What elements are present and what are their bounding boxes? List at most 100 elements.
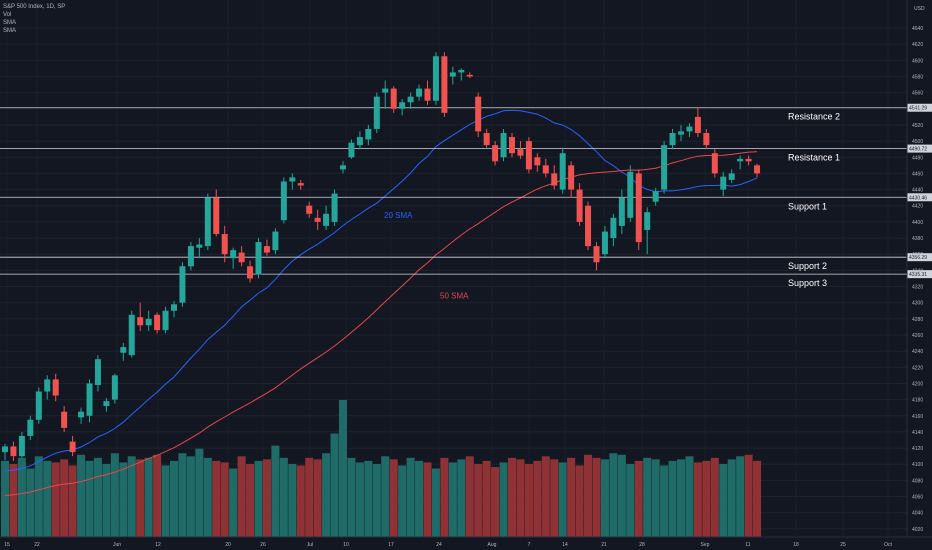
price-tick-label: 4320 — [912, 285, 923, 291]
volume-bar — [415, 460, 424, 537]
volume-bar — [693, 462, 702, 537]
candle-body — [213, 197, 220, 234]
time-tick-label: 26 — [260, 542, 266, 548]
candle-body — [382, 88, 389, 93]
volume-bar — [482, 460, 491, 537]
volume-bar — [364, 460, 373, 537]
candle-body — [694, 116, 701, 134]
price-tick-label: 4360 — [912, 252, 923, 258]
price-tick-label: 4020 — [912, 527, 923, 533]
candle-body — [306, 205, 313, 214]
volume-bar — [744, 454, 753, 537]
candle-body — [340, 165, 346, 170]
volume-bar — [685, 456, 694, 537]
candle-body — [517, 149, 524, 156]
legend-volume[interactable]: Vol — [3, 12, 12, 18]
volume-bar — [617, 454, 626, 537]
sma-label: 20 SMA — [384, 211, 413, 220]
volume-bar — [17, 457, 26, 537]
volume-bar — [533, 460, 542, 537]
volume-bar — [558, 462, 567, 537]
legend-sma-1[interactable]: SMA — [3, 20, 17, 26]
legend-title[interactable]: S&P 500 Index, 1D, SP — [3, 4, 66, 10]
volume-bar — [119, 462, 128, 537]
candle-body — [416, 88, 423, 97]
time-tick-label: Jul — [307, 542, 313, 548]
time-tick-label: 11 — [745, 542, 750, 548]
price-tick-label: 4180 — [912, 398, 923, 404]
volume-bar — [288, 463, 297, 537]
chart-legend: S&P 500 Index, 1D, SP Vol SMA SMA — [3, 3, 65, 35]
candle-body — [365, 128, 372, 140]
volume-bar — [229, 468, 238, 537]
volume-bar — [153, 454, 162, 537]
candle-body — [154, 314, 161, 331]
volume-bar — [169, 460, 179, 537]
candle-body — [137, 317, 144, 326]
price-tick-label: 4200 — [912, 381, 923, 387]
time-tick-label: 14 — [562, 542, 568, 548]
volume-bar — [448, 462, 457, 537]
sma-50-line — [4, 151, 758, 496]
level-price-tag — [907, 193, 932, 202]
candle-body — [128, 314, 135, 356]
volume-bar — [643, 457, 652, 537]
sma-label: 50 SMA — [440, 292, 469, 301]
time-tick-label: 22 — [34, 542, 40, 548]
price-tick-label: 4460 — [912, 171, 923, 177]
volume-bar — [406, 457, 415, 537]
level-label: Resistance 1 — [788, 153, 840, 163]
price-tick-label: 4040 — [912, 511, 923, 517]
candle-body — [466, 74, 473, 77]
time-tick-label: 20 — [225, 542, 231, 548]
volume-bar — [524, 463, 533, 537]
candle-body — [35, 391, 42, 420]
candle-body — [449, 72, 456, 77]
volume-bar — [60, 459, 69, 537]
volume-bar — [651, 459, 660, 537]
volume-bar — [110, 453, 119, 537]
level-price-tag — [907, 270, 932, 279]
volume-bar — [102, 463, 111, 537]
price-tick-label: 4400 — [912, 220, 923, 226]
candle-body — [483, 133, 490, 146]
candle-body — [314, 217, 321, 222]
candle-body — [669, 133, 676, 146]
volume-bar — [465, 456, 474, 537]
price-tick-label: 4380 — [912, 236, 923, 242]
candle-body — [610, 217, 617, 239]
candle-body — [179, 266, 186, 303]
candle-body — [568, 165, 575, 190]
candle-body — [585, 205, 592, 247]
candle-body — [103, 401, 110, 407]
candle-body — [458, 70, 465, 73]
time-tick-label: 21 — [601, 542, 607, 548]
price-tick-label: 4480 — [912, 155, 923, 161]
volume-bar — [195, 448, 204, 537]
volume-bar — [322, 453, 331, 537]
candle-body — [187, 246, 194, 267]
level-price-tag-text: 4541.29 — [909, 106, 927, 112]
time-axis[interactable]: 15 22 Jun 12 20 26 Jul 10 17 24 Aug 7 14 21 28 Sep 11 18 2… — [4, 542, 892, 548]
volume-bar — [626, 463, 635, 537]
candle-body — [525, 141, 532, 170]
candle-body — [559, 153, 566, 190]
price-tick-label: 4600 — [912, 58, 923, 64]
volume-bar — [634, 460, 643, 537]
legend-sma-2[interactable]: SMA — [3, 28, 17, 34]
level-price-tag — [907, 144, 932, 153]
volume-bar — [178, 453, 187, 537]
volume-bar — [507, 457, 517, 537]
price-tick-label: 4300 — [912, 301, 923, 307]
candle-body — [2, 446, 8, 453]
candle-body — [145, 318, 152, 326]
candle-body — [373, 96, 380, 129]
volume-bar — [702, 460, 711, 537]
level-price-tag-text: 4335.31 — [909, 272, 927, 278]
candle-body — [644, 212, 651, 230]
price-axis[interactable]: 4020 4040 4060 4080 4100 4120 4140 4160 4180 4200… — [912, 26, 923, 533]
volume-bars — [0, 400, 762, 537]
volume-bar — [355, 462, 364, 537]
candle-body — [111, 375, 118, 400]
